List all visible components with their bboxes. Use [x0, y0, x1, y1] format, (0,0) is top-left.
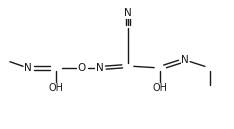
Text: OH: OH [48, 83, 63, 93]
Text: N: N [96, 63, 104, 73]
Text: OH: OH [153, 83, 168, 93]
Text: O: O [78, 63, 86, 73]
Text: N: N [124, 8, 132, 18]
Text: N: N [181, 55, 189, 65]
Text: N: N [24, 63, 32, 73]
